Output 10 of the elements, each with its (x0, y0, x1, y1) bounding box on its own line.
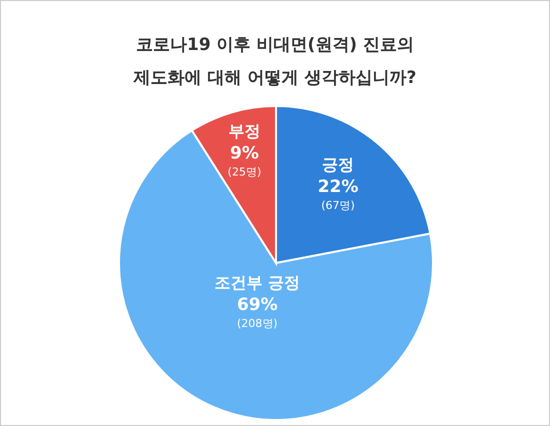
chart-title: 코로나19 이후 비대면(원격) 진료의 제도화에 대해 어떻게 생각하십니까? (132, 35, 416, 88)
data-label: 9% (230, 143, 259, 164)
text: (25명) (228, 165, 262, 178)
slice-label: 부정 (228, 121, 260, 140)
slice-label: 조건부 긍정 (214, 273, 300, 292)
text: (208명) (236, 317, 278, 330)
text: (67명) (321, 199, 355, 212)
slice-label: 긍정 (322, 155, 354, 174)
data-label: 69% (236, 295, 278, 316)
data-label: 22% (318, 177, 358, 197)
